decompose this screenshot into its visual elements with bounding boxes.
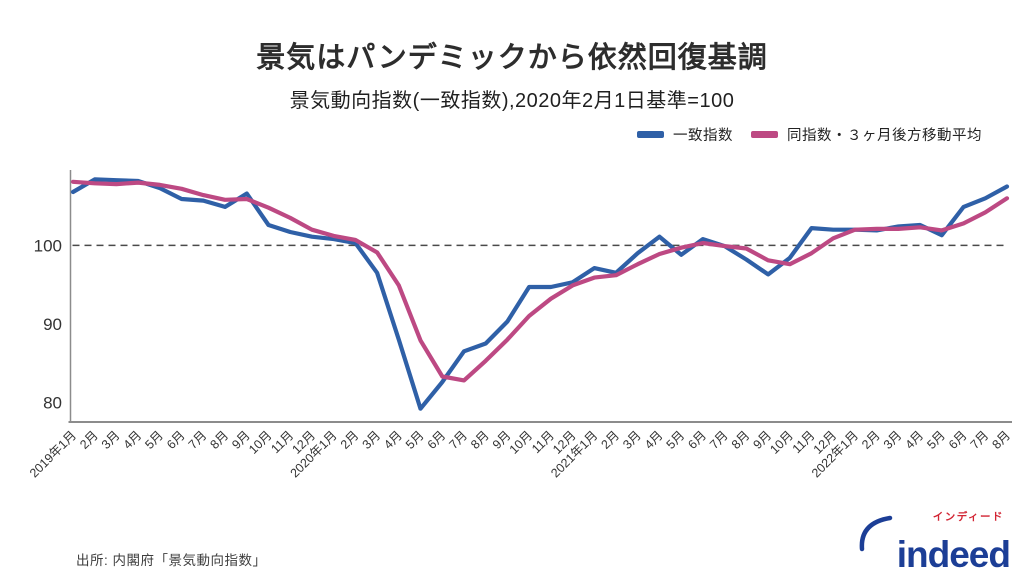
legend-label: 一致指数: [673, 128, 733, 144]
legend-label: 同指数・３ヶ月後方移動平均: [787, 128, 982, 144]
x-tick-label: 5月: [403, 428, 427, 452]
x-tick-label: 10月: [246, 428, 275, 457]
x-tick-label: 11月: [268, 428, 296, 456]
logo-swoosh-icon: [859, 515, 893, 552]
x-tick-label: 10月: [767, 428, 796, 457]
x-tick-label: 5月: [664, 428, 688, 452]
x-tick-label: 2月: [338, 428, 362, 452]
legend-swatch-blue: [637, 131, 664, 138]
x-tick-label: 2月: [859, 428, 883, 452]
logo-wordmark-text: indeed: [896, 534, 1011, 575]
legend-item-coincident-index: 一致指数: [637, 124, 733, 145]
x-tick-label: 6月: [946, 428, 970, 452]
x-tick-label: 4月: [903, 428, 927, 452]
x-tick-label: 3月: [99, 428, 123, 452]
x-tick-label: 2月: [77, 428, 101, 452]
x-tick-label: 8月: [468, 428, 492, 452]
x-tick-label: 7月: [186, 428, 210, 452]
x-tick-label: 4月: [121, 428, 145, 452]
x-tick-label: 7月: [968, 428, 992, 452]
series-line-0: [70, 177, 1010, 411]
y-tick-label: 90: [43, 315, 62, 334]
x-tick-label: 2019年1月: [27, 428, 79, 480]
x-tick-label: 3月: [360, 428, 384, 452]
indeed-logo: インディード indeed: [858, 509, 1011, 575]
x-tick-label: 3月: [620, 428, 644, 452]
x-tick-label: 6月: [164, 428, 188, 452]
y-tick-label: 100: [34, 236, 62, 255]
logo-katakana-text: インディード: [932, 511, 1004, 523]
legend-swatch-pink: [751, 131, 778, 138]
x-tick-label: 8月: [729, 428, 753, 452]
x-tick-label: 10月: [507, 428, 536, 457]
x-tick-label: 5月: [142, 428, 166, 452]
x-tick-label: 11月: [790, 428, 818, 456]
x-tick-label: 7月: [446, 428, 470, 452]
legend-item-moving-average: 同指数・３ヶ月後方移動平均: [751, 124, 982, 145]
x-tick-label: 8月: [208, 428, 232, 452]
page-title: 景気はパンデミックから依然回復基調: [256, 42, 768, 74]
chart-legend: 一致指数 同指数・３ヶ月後方移動平均: [637, 124, 982, 145]
series-line-1: [70, 179, 1010, 383]
x-tick-label: 4月: [381, 428, 405, 452]
x-tick-label: 8月: [989, 428, 1013, 452]
x-tick-label: 6月: [685, 428, 709, 452]
source-note: 出所: 内閣府「景気動向指数」: [76, 553, 267, 568]
x-tick-label: 3月: [881, 428, 905, 452]
x-tick-label: 2月: [598, 428, 622, 452]
x-tick-label: 7月: [707, 428, 731, 452]
y-tick-label: 80: [43, 393, 62, 412]
x-tick-label: 4月: [642, 428, 666, 452]
x-tick-label: 6月: [425, 428, 449, 452]
x-tick-label: 11月: [529, 428, 557, 456]
page-subtitle: 景気動向指数(一致指数),2020年2月1日基準=100: [289, 90, 735, 112]
x-tick-label: 5月: [924, 428, 948, 452]
